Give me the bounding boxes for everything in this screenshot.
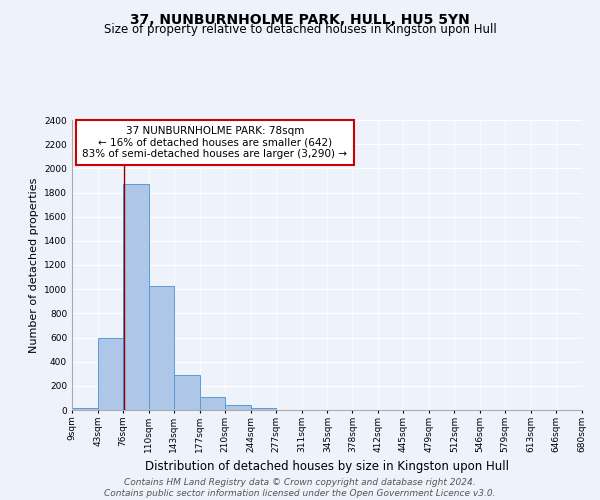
Text: Contains HM Land Registry data © Crown copyright and database right 2024.
Contai: Contains HM Land Registry data © Crown c… xyxy=(104,478,496,498)
Bar xyxy=(174,375,200,410)
Bar xyxy=(251,408,275,410)
Bar xyxy=(72,408,98,410)
Bar xyxy=(123,184,149,410)
Bar xyxy=(149,286,174,410)
Bar xyxy=(225,404,251,410)
X-axis label: Distribution of detached houses by size in Kingston upon Hull: Distribution of detached houses by size … xyxy=(145,460,509,473)
Y-axis label: Number of detached properties: Number of detached properties xyxy=(29,178,38,352)
Text: Size of property relative to detached houses in Kingston upon Hull: Size of property relative to detached ho… xyxy=(104,24,496,36)
Text: 37 NUNBURNHOLME PARK: 78sqm
← 16% of detached houses are smaller (642)
83% of se: 37 NUNBURNHOLME PARK: 78sqm ← 16% of det… xyxy=(82,126,347,159)
Text: 37, NUNBURNHOLME PARK, HULL, HU5 5YN: 37, NUNBURNHOLME PARK, HULL, HU5 5YN xyxy=(130,12,470,26)
Bar xyxy=(98,338,123,410)
Bar xyxy=(200,398,225,410)
